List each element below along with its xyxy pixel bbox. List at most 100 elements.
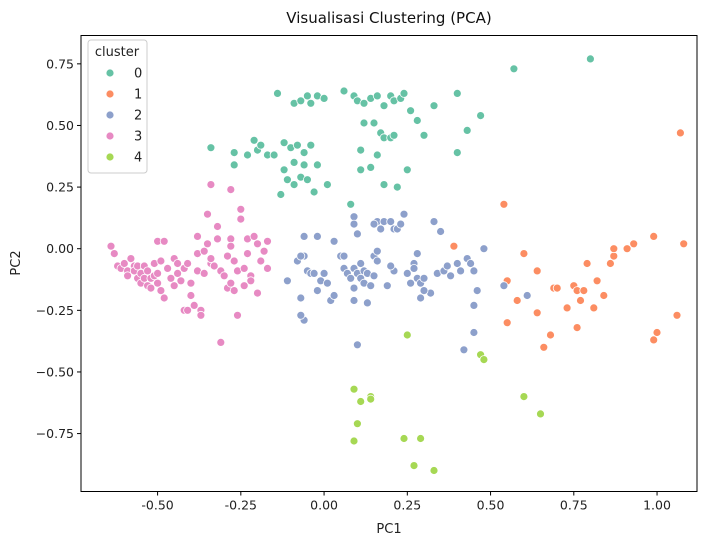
scatter-point bbox=[153, 278, 163, 288]
scatter-point bbox=[249, 231, 259, 241]
scatter-point bbox=[256, 140, 266, 150]
scatter-point bbox=[229, 160, 239, 170]
scatter-point bbox=[279, 138, 289, 148]
legend-label: 3 bbox=[134, 130, 142, 145]
scatter-point bbox=[226, 234, 236, 244]
scatter-point bbox=[436, 227, 446, 236]
scatter-point bbox=[366, 394, 376, 404]
scatter-point bbox=[263, 236, 272, 246]
scatter-point bbox=[499, 199, 509, 209]
scatter-point bbox=[519, 392, 529, 402]
scatter-point bbox=[306, 140, 316, 150]
scatter-point bbox=[396, 219, 406, 229]
scatter-point bbox=[302, 175, 312, 185]
scatter-point bbox=[419, 286, 429, 296]
scatter-point bbox=[536, 409, 545, 419]
y-tick-label: 0.75 bbox=[46, 56, 74, 71]
scatter-point bbox=[579, 286, 589, 296]
legend-items: 0 1 2 3 4 bbox=[105, 67, 142, 166]
scatter-point bbox=[349, 212, 359, 222]
scatter-point bbox=[582, 259, 592, 268]
scatter-point bbox=[366, 162, 376, 172]
scatter-point bbox=[519, 249, 529, 259]
scatter-point bbox=[402, 165, 412, 175]
scatter-point bbox=[156, 286, 166, 296]
legend-marker bbox=[105, 89, 115, 99]
scatter-point bbox=[446, 271, 456, 281]
x-tick-label: 0.25 bbox=[393, 498, 421, 513]
scatter-point bbox=[452, 259, 462, 268]
legend-box bbox=[87, 39, 148, 174]
scatter-point bbox=[233, 310, 242, 320]
scatter-point bbox=[679, 239, 689, 249]
scatter-point bbox=[349, 283, 359, 293]
scatter-point bbox=[649, 335, 659, 345]
scatter-point bbox=[163, 263, 173, 273]
scatter-point bbox=[409, 263, 419, 273]
scatter-point bbox=[429, 466, 439, 475]
scatter-point bbox=[173, 268, 183, 278]
scatter-point bbox=[289, 180, 299, 190]
scatter-point bbox=[532, 266, 542, 276]
scatter-point bbox=[159, 293, 169, 303]
x-tick-label: 1.00 bbox=[643, 498, 671, 513]
scatter-point bbox=[143, 266, 153, 276]
scatter-point bbox=[299, 160, 309, 170]
scatter-point bbox=[229, 286, 239, 296]
scatter-point bbox=[216, 337, 226, 347]
scatter-point bbox=[469, 300, 479, 310]
scatter-point bbox=[109, 249, 119, 259]
scatter-point bbox=[399, 209, 409, 219]
scatter-point bbox=[609, 244, 619, 254]
scatter-point bbox=[402, 330, 412, 340]
series-3 bbox=[106, 180, 272, 347]
scatter-point bbox=[416, 434, 426, 443]
scatter-point bbox=[312, 231, 322, 241]
scatter-point bbox=[176, 276, 186, 286]
scatter-point bbox=[346, 199, 356, 209]
scatter-point bbox=[199, 268, 209, 278]
scatter-point bbox=[273, 89, 282, 98]
scatter-point bbox=[629, 239, 639, 249]
scatter-point bbox=[356, 165, 366, 175]
scatter-point bbox=[229, 148, 239, 158]
scatter-point bbox=[226, 278, 236, 288]
scatter-point bbox=[539, 342, 549, 352]
series-2 bbox=[282, 209, 532, 404]
scatter-point bbox=[349, 384, 359, 394]
y-tick-label: −0.25 bbox=[36, 303, 74, 318]
scatter-point bbox=[406, 278, 416, 288]
scatter-point bbox=[406, 106, 416, 116]
scatter-point bbox=[249, 135, 259, 145]
scatter-point bbox=[476, 111, 486, 120]
scatter-point bbox=[459, 345, 469, 355]
scatter-point bbox=[369, 271, 379, 281]
scatter-point bbox=[299, 148, 309, 158]
scatter-point bbox=[359, 98, 369, 108]
scatter-point bbox=[356, 259, 366, 268]
axis-ticks: -0.50 -0.25 0.00 0.25 0.50 0.75 1.00 −0.75 −0.50… bbox=[36, 56, 671, 512]
scatter-point bbox=[209, 261, 219, 271]
scatter-point bbox=[349, 436, 359, 446]
scatter-point bbox=[312, 160, 322, 170]
scatter-point bbox=[173, 259, 183, 268]
y-tick-label: 0.25 bbox=[46, 180, 74, 195]
legend-marker bbox=[105, 68, 115, 78]
scatter-point bbox=[592, 276, 602, 286]
scatter-point bbox=[352, 340, 362, 350]
scatter-point bbox=[622, 244, 632, 254]
scatter-point bbox=[296, 96, 306, 106]
scatter-point bbox=[239, 263, 249, 273]
scatter-point bbox=[123, 271, 132, 281]
scatter-point bbox=[119, 259, 129, 268]
scatter-point bbox=[652, 328, 662, 337]
scatter-point bbox=[146, 283, 156, 293]
scatter-point bbox=[606, 259, 615, 268]
scatter-point bbox=[589, 303, 599, 313]
scatter-point bbox=[509, 64, 519, 74]
scatter-point bbox=[372, 91, 382, 101]
legend-marker bbox=[105, 110, 115, 120]
y-tick-label: 0.00 bbox=[46, 241, 74, 256]
scatter-point bbox=[299, 231, 309, 241]
scatter-point bbox=[449, 241, 459, 251]
